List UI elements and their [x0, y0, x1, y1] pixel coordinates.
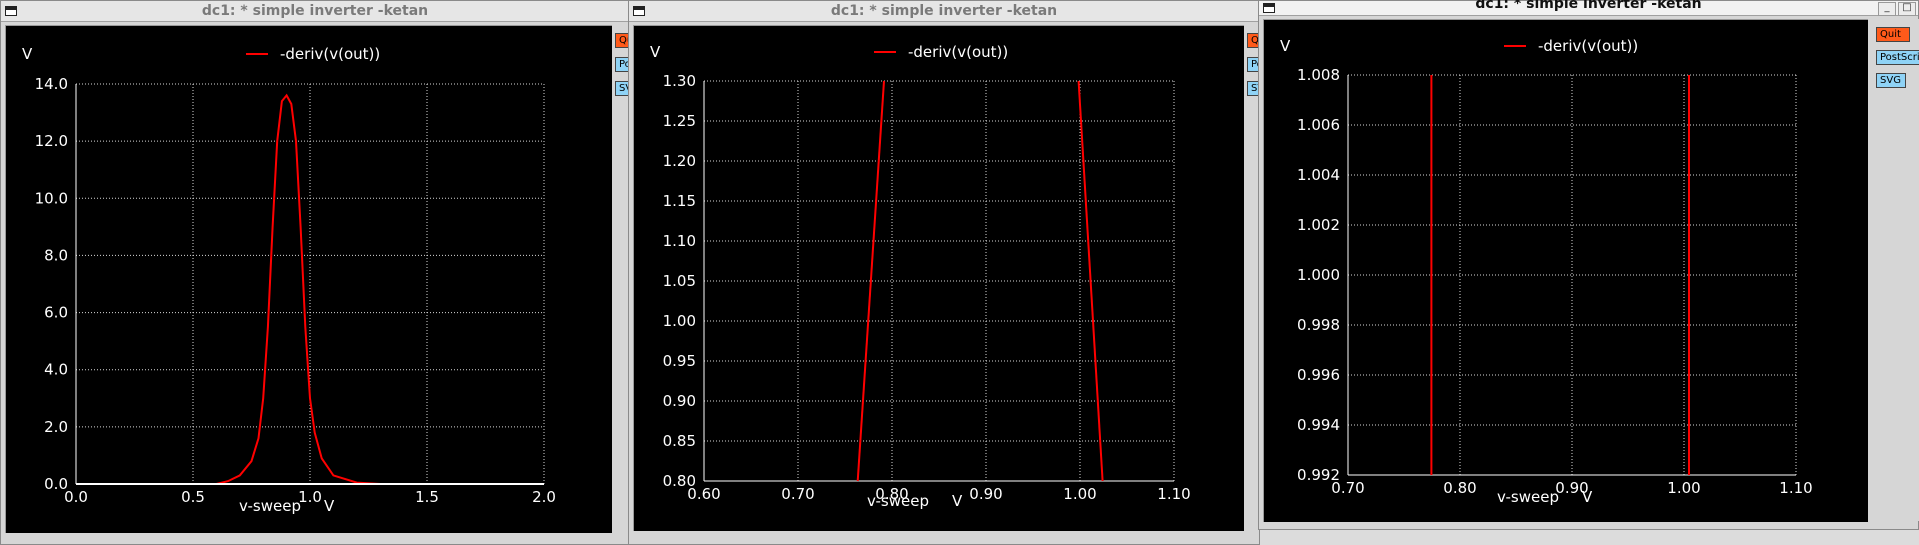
y-axis-label: V [1280, 37, 1291, 55]
legend-label: -deriv(v(out)) [1538, 37, 1638, 55]
y-tick-label: 14.0 [35, 75, 68, 93]
y-tick-label: 0.95 [663, 352, 696, 370]
y-axis-label: V [650, 43, 661, 61]
y-tick-label: 10.0 [35, 189, 68, 207]
x-tick-label: 1.0 [298, 488, 322, 506]
y-tick-label: 1.30 [663, 72, 696, 90]
data-series-line [856, 80, 885, 482]
window-title: dc1: * simple inverter -ketan [201, 3, 429, 19]
minimize-button[interactable]: _ [1878, 2, 1896, 16]
x-tick-label: 0.80 [1443, 479, 1476, 497]
x-tick-label: 0.70 [1331, 479, 1364, 497]
window-menu-icon[interactable] [5, 6, 17, 16]
y-tick-label: 0.992 [1297, 466, 1340, 484]
chart: 0.0 0.5 1.0 1.5 2.0 0.0 2.0 4.0 6.0 8.0 10.0 12.0 14… [22, 45, 556, 515]
x-tick-label: 0.90 [969, 485, 1002, 503]
x-tick-label: 0.0 [64, 488, 88, 506]
plot-window-3: dc1: * simple inverter -ketan _ □ 0.70 0.… [1258, 0, 1919, 530]
y-tick-label: 0.90 [663, 392, 696, 410]
y-tick-label: 1.00 [663, 312, 696, 330]
title-bar[interactable]: dc1: * simple inverter -ketan [1, 1, 629, 22]
plot-window-2: dc1: * simple inverter -ketan 0.60 0.70 0.… [628, 0, 1287, 545]
postscript-button[interactable]: PostScript [1876, 50, 1919, 65]
y-tick-label: 1.000 [1297, 266, 1340, 284]
legend-label: -deriv(v(out)) [908, 43, 1008, 61]
title-bar[interactable]: dc1: * simple inverter -ketan [629, 1, 1259, 22]
y-tick-label: 6.0 [44, 304, 68, 322]
x-tick-label: 0.5 [181, 488, 205, 506]
x-tick-label: 1.10 [1157, 485, 1190, 503]
y-tick-label: 8.0 [44, 246, 68, 264]
chart: 0.60 0.70 0.80 0.90 1.00 1.10 0.80 0.85 0.90 0.95… [650, 43, 1191, 510]
window-title: dc1: * simple inverter -ketan [1475, 0, 1702, 12]
x-tick-label: 0.90 [1555, 479, 1588, 497]
title-bar[interactable]: dc1: * simple inverter -ketan _ □ [1259, 0, 1918, 16]
y-tick-label: 0.85 [663, 432, 696, 450]
x-tick-label: 0.70 [781, 485, 814, 503]
svg-button[interactable]: SVG [1876, 73, 1906, 88]
legend-label: -deriv(v(out)) [280, 45, 380, 63]
x-axis-unit: V [952, 492, 963, 510]
window-title: dc1: * simple inverter -ketan [830, 3, 1058, 19]
window-menu-icon[interactable] [1263, 3, 1275, 13]
x-tick-label: 1.00 [1063, 485, 1096, 503]
y-tick-label: 1.004 [1297, 166, 1340, 184]
y-tick-label: 0.996 [1297, 366, 1340, 384]
y-tick-label: 1.15 [663, 192, 696, 210]
button-panel: Quit PostScript SVG [1869, 19, 1919, 521]
plot-canvas: 0.70 0.80 0.90 1.00 1.10 0.992 0.994 0.996 0.998… [1263, 19, 1868, 522]
data-series-line [76, 93, 381, 485]
y-tick-label: 0.994 [1297, 416, 1340, 434]
y-tick-label: 12.0 [35, 132, 68, 150]
y-tick-label: 0.998 [1297, 316, 1340, 334]
x-tick-label: 0.80 [875, 485, 908, 503]
y-tick-label: 2.0 [44, 418, 68, 436]
x-tick-label: 1.00 [1667, 479, 1700, 497]
plot-window-1: dc1: * simple inverter -ketan 0.0 0.5 1.0 1… [0, 0, 655, 545]
y-tick-label: 1.008 [1297, 66, 1340, 84]
x-axis-label: v-sweep [239, 497, 301, 515]
y-tick-label: 1.25 [663, 112, 696, 130]
window-menu-icon[interactable] [633, 6, 645, 16]
x-axis-label: v-sweep [1497, 488, 1559, 506]
y-tick-label: 1.006 [1297, 116, 1340, 134]
x-axis-unit: V [324, 497, 335, 515]
plot-canvas: 0.0 0.5 1.0 1.5 2.0 0.0 2.0 4.0 6.0 8.0 10.0 12.0 14… [5, 25, 612, 533]
quit-button[interactable]: Quit [1876, 27, 1910, 42]
maximize-button[interactable]: □ [1898, 2, 1916, 16]
x-tick-label: 1.5 [415, 488, 439, 506]
y-tick-label: 4.0 [44, 361, 68, 379]
x-tick-label: 2.0 [532, 488, 556, 506]
y-tick-label: 1.002 [1297, 216, 1340, 234]
x-tick-label: 1.10 [1779, 479, 1812, 497]
y-axis-label: V [22, 45, 33, 63]
y-tick-label: 0.80 [663, 472, 696, 490]
x-axis-label: v-sweep [867, 492, 929, 510]
x-tick-label: 0.60 [687, 485, 720, 503]
y-tick-label: 1.05 [663, 272, 696, 290]
y-tick-label: 1.10 [663, 232, 696, 250]
chart: 0.70 0.80 0.90 1.00 1.10 0.992 0.994 0.996 0.998… [1280, 37, 1813, 506]
data-series-line [1077, 80, 1104, 482]
plot-canvas: 0.60 0.70 0.80 0.90 1.00 1.10 0.80 0.85 0.90 0.95… [633, 25, 1244, 531]
y-tick-label: 0.0 [44, 475, 68, 493]
x-axis-unit: V [1582, 488, 1593, 506]
y-tick-label: 1.20 [663, 152, 696, 170]
